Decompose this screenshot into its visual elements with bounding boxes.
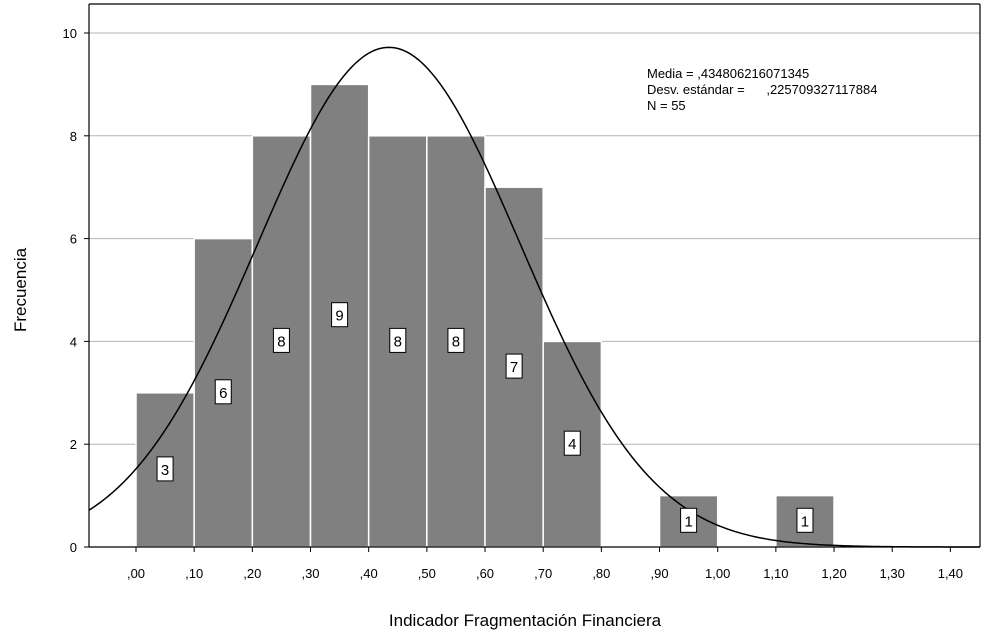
x-tick-label: 1,40 <box>938 566 963 581</box>
bar-label-box <box>331 302 349 328</box>
bar-value-label: 3 <box>161 462 169 479</box>
normal-curve-group <box>88 46 980 548</box>
stats-mean-text: Media = ,434806216071345 <box>647 66 809 81</box>
bar-label-box <box>796 507 814 533</box>
bar-value-label: 8 <box>452 333 460 350</box>
y-tick-label: 10 <box>63 26 77 41</box>
x-tick-label: ,70 <box>534 566 552 581</box>
y-tick-label: 8 <box>70 129 77 144</box>
stats-n-text: N = 55 <box>647 98 686 113</box>
x-tick-label: 1,20 <box>821 566 846 581</box>
stats-std-text: Desv. estándar = ,225709327117884 <box>647 82 877 97</box>
bar-value-label: 1 <box>684 513 692 530</box>
y-tick-label: 2 <box>70 437 77 452</box>
x-tick-label: ,90 <box>650 566 668 581</box>
x-tick-label: ,00 <box>127 566 145 581</box>
bar-label-box <box>447 327 465 353</box>
x-axis-label: Indicador Fragmentación Financiera <box>389 611 662 630</box>
x-tick-label: ,30 <box>301 566 319 581</box>
tick-labels: 0 2 4 6 8 10 ,00 ,10 ,20 ,30 ,40 ,50 ,60 ,70 ,80 ,90 1,0… <box>63 26 964 581</box>
x-tick-label: 1,30 <box>880 566 905 581</box>
x-tick-label: ,80 <box>592 566 610 581</box>
bar-label-box <box>272 327 290 353</box>
bar-value-labels: 3 6 8 9 8 8 7 4 1 1 <box>156 302 814 533</box>
bar-value-label: 8 <box>394 333 402 350</box>
x-tick-label: 1,10 <box>763 566 788 581</box>
bar-value-label: 1 <box>801 513 809 530</box>
y-axis-label: Frecuencia <box>11 247 30 332</box>
axes <box>84 3 981 552</box>
normal-curve <box>88 46 980 548</box>
y-tick-label: 4 <box>70 334 77 349</box>
y-tick-label: 6 <box>70 232 77 247</box>
bar-value-label: 7 <box>510 359 518 376</box>
x-tick-label: ,10 <box>185 566 203 581</box>
bar-value-label: 9 <box>335 308 343 325</box>
y-tick-label: 0 <box>70 540 77 555</box>
bar-label-box <box>214 379 232 405</box>
x-tick-label: 1,00 <box>705 566 730 581</box>
bar-label-box <box>156 456 174 482</box>
bar-value-label: 8 <box>277 333 285 350</box>
bar-value-label: 6 <box>219 385 227 402</box>
bar-label-box <box>680 507 698 533</box>
x-tick-label: ,40 <box>360 566 378 581</box>
x-tick-label: ,50 <box>418 566 436 581</box>
x-tick-label: ,60 <box>476 566 494 581</box>
x-tick-label: ,20 <box>243 566 261 581</box>
bar-label-box <box>389 327 407 353</box>
stats-box: Media = ,434806216071345 Desv. estándar … <box>647 66 877 113</box>
bar-label-box <box>505 353 523 379</box>
bar-group <box>135 83 835 548</box>
bar-label-box <box>563 430 581 456</box>
bar-value-label: 4 <box>568 436 576 453</box>
